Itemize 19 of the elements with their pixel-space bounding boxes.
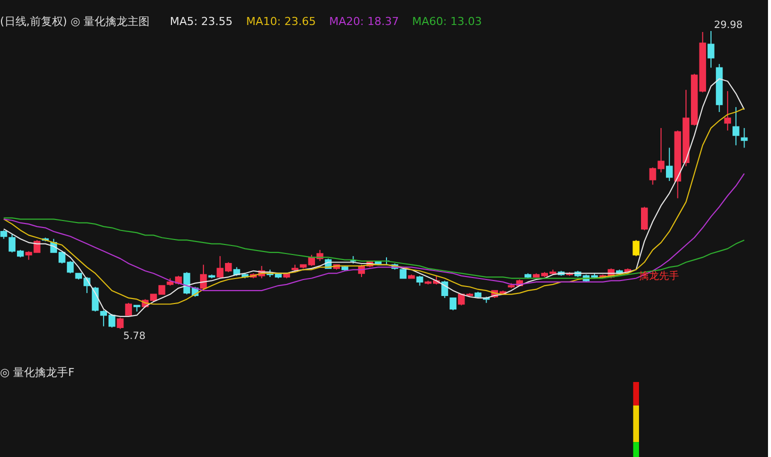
text: MA20: 18.37 [329, 15, 399, 28]
candlestick [632, 240, 640, 257]
candlestick [708, 30, 714, 68]
text: MA10: 23.65 [246, 15, 316, 28]
candlestick [125, 302, 132, 316]
text: MA5: 23.55 [170, 15, 233, 28]
candlestick [740, 128, 748, 148]
annotation: 29.98 [714, 20, 743, 31]
text: 5.78 [123, 331, 146, 342]
candlestick [641, 206, 648, 231]
candlestick [724, 90, 732, 131]
candlestick [666, 147, 673, 182]
candlestick [116, 317, 124, 330]
candlestick [450, 297, 456, 311]
text: MA60: 13.03 [412, 15, 482, 28]
chart-title: (日线,前复权) ◎ 量化擒龙主图 [0, 15, 150, 28]
candlestick [416, 275, 424, 286]
candlestick [732, 106, 740, 146]
chart-title: ◎ 量化擒龙手F [0, 366, 74, 379]
